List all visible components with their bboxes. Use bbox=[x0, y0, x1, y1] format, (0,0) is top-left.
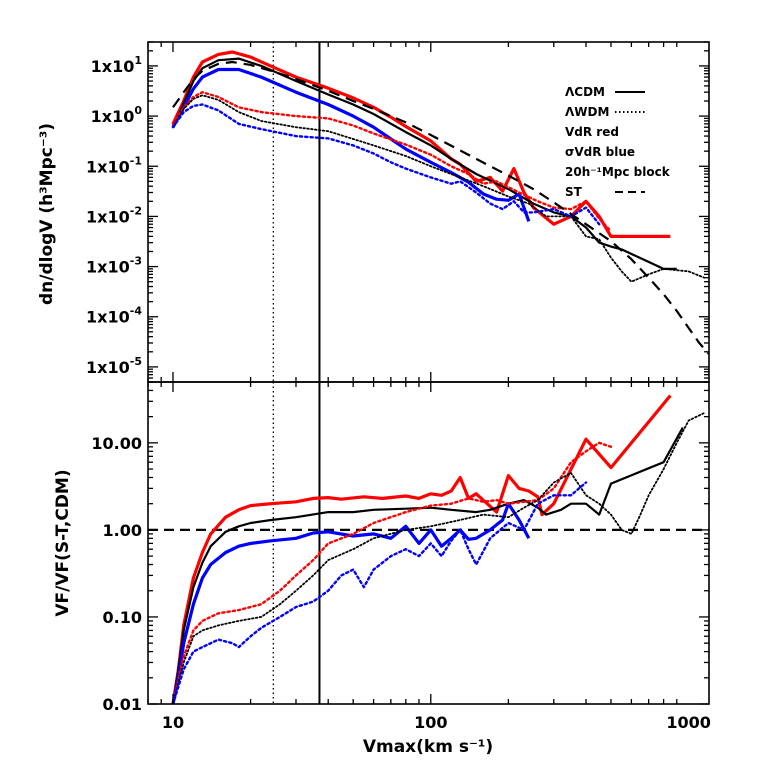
legend-entry: ΛWDM bbox=[565, 105, 609, 119]
y-tick-label: 1x10-1 bbox=[86, 154, 142, 176]
y-tick-label: 1x10-2 bbox=[86, 204, 142, 226]
series-line bbox=[171, 502, 531, 704]
series-line bbox=[171, 481, 588, 704]
series-line bbox=[171, 103, 601, 226]
series-line bbox=[171, 90, 613, 233]
legend-entry: ST bbox=[565, 185, 583, 199]
y-tick-label: 1x100 bbox=[91, 104, 143, 126]
series-line bbox=[171, 426, 684, 704]
y-tick-label: 1x10-3 bbox=[86, 255, 142, 277]
y-tick-label: 1x10-4 bbox=[86, 305, 142, 327]
x-tick-label: 10 bbox=[162, 713, 184, 732]
x-tick-label: 100 bbox=[414, 713, 447, 732]
y-tick-label: 0.01 bbox=[103, 695, 142, 714]
series-line bbox=[172, 412, 706, 704]
y-axis-label-top: dn/dlogV (h³Mpc⁻³) bbox=[37, 123, 57, 305]
legend-entry: VdR red bbox=[565, 125, 619, 139]
x-axis-label: Vmax(km s⁻¹) bbox=[363, 737, 493, 757]
series-line bbox=[171, 67, 531, 222]
y-axis-label-bottom: VF/VF(S-T,CDM) bbox=[53, 469, 73, 616]
series-line bbox=[171, 441, 613, 704]
legend-entry: σVdR blue bbox=[565, 145, 635, 159]
top-panel: 1x101 1x100 1x10-1 1x10-2 1x10-3 1x10-4 1x10-5… bbox=[86, 41, 710, 383]
y-tick-label: 1x10-5 bbox=[86, 355, 142, 377]
legend-entry: 20h⁻¹Mpc block bbox=[565, 165, 671, 179]
y-tick-label: 10.00 bbox=[91, 434, 142, 453]
y-tick-label: 1.00 bbox=[103, 521, 142, 540]
legend-entry: ΛCDM bbox=[565, 85, 605, 99]
x-tick-label: 1000 bbox=[666, 713, 711, 732]
series-line bbox=[171, 394, 672, 704]
y-tick-label: 1x101 bbox=[91, 54, 142, 76]
series-line bbox=[171, 50, 671, 238]
plot-frame bbox=[147, 381, 710, 705]
series-line bbox=[171, 57, 677, 270]
series-line bbox=[172, 94, 706, 283]
legend: ΛCDM ΛWDM VdR red σVdR blue 20h⁻¹Mpc block ST bbox=[565, 85, 671, 199]
series-line bbox=[172, 60, 709, 355]
y-tick-label: 0.10 bbox=[103, 608, 142, 627]
bottom-panel: 10.00 1.00 0.10 0.01 10 100 1000 bbox=[91, 381, 711, 732]
